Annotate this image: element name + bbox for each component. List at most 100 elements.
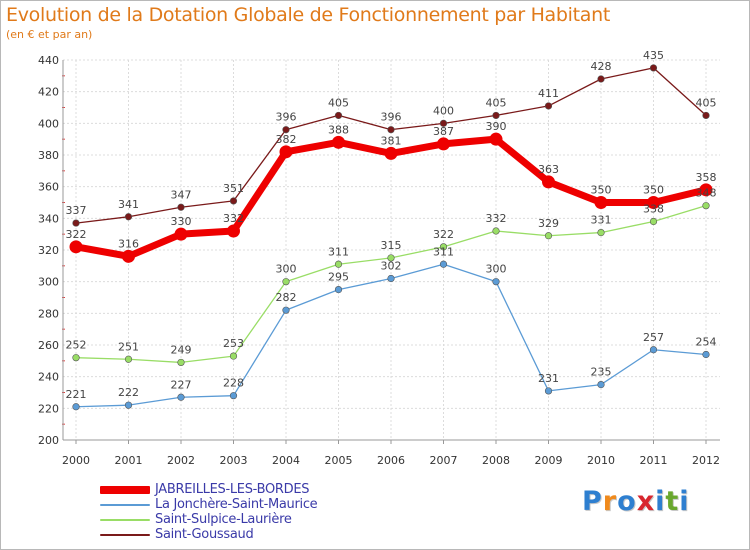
data-point-saint-goussaud: [229, 197, 238, 205]
data-label-la-jonch-re-saint-maurice: 302: [381, 260, 402, 273]
data-label-saint-sulpice-lauri-re: 338: [643, 203, 664, 216]
series-lines: [69, 64, 713, 411]
data-label-saint-sulpice-lauri-re: 332: [486, 212, 507, 225]
data-point-saint-goussaud: [702, 111, 710, 120]
data-point-saint-goussaud: [597, 75, 605, 83]
data-point-la-jonch-re-saint-maurice: [492, 278, 500, 286]
data-label-saint-goussaud: 347: [171, 188, 192, 201]
legend-label: Saint-Sulpice-Laurière: [155, 512, 292, 527]
data-point-jabreilles-les-bordes: [542, 175, 555, 189]
data-point-saint-goussaud: [492, 111, 500, 120]
data-point-saint-goussaud: [72, 219, 80, 227]
data-point-saint-sulpice-lauri-re: [334, 260, 343, 268]
data-point-saint-goussaud: [334, 111, 343, 120]
legend-label: La Jonchère-Saint-Maurice: [155, 497, 318, 512]
data-point-jabreilles-les-bordes: [279, 145, 293, 159]
data-label-jabreilles-les-bordes: 382: [276, 133, 297, 146]
y-tick-label: 300: [38, 276, 59, 289]
data-label-saint-sulpice-lauri-re: 348: [696, 187, 717, 200]
data-point-jabreilles-les-bordes: [69, 240, 83, 254]
data-point-jabreilles-les-bordes: [227, 224, 240, 238]
grid-lines: [63, 59, 720, 441]
data-label-jabreilles-les-bordes: 387: [433, 125, 454, 138]
data-point-jabreilles-les-bordes: [437, 137, 450, 151]
x-tick-label: 2000: [62, 454, 90, 467]
data-point-la-jonch-re-saint-maurice: [597, 380, 605, 389]
legend-swatch: [100, 486, 150, 494]
logo-letter: x: [636, 486, 656, 517]
y-tick-label: 400: [38, 117, 59, 130]
data-point-saint-goussaud: [439, 119, 448, 127]
logo-letter: o: [617, 486, 637, 517]
logo-letter: t: [665, 486, 680, 517]
y-tick-label: 240: [38, 371, 59, 384]
chart-title: Evolution de la Dotation Globale de Fonc…: [6, 4, 611, 26]
data-label-saint-goussaud: 405: [696, 96, 717, 109]
data-label-la-jonch-re-saint-maurice: 222: [118, 386, 139, 399]
data-point-jabreilles-les-bordes: [489, 132, 503, 146]
data-label-saint-goussaud: 396: [276, 111, 297, 124]
data-label-jabreilles-les-bordes: 388: [328, 123, 349, 136]
data-label-saint-goussaud: 337: [66, 204, 87, 217]
data-label-saint-sulpice-lauri-re: 252: [66, 339, 87, 352]
legend-label: JABREILLES-LES-BORDES: [155, 482, 310, 497]
logo-letter: P: [582, 486, 603, 517]
data-label-saint-sulpice-lauri-re: 329: [538, 217, 559, 230]
data-point-la-jonch-re-saint-maurice: [72, 403, 80, 411]
data-label-saint-goussaud: 405: [328, 96, 349, 109]
logo-letter: i: [655, 486, 666, 517]
data-label-la-jonch-re-saint-maurice: 231: [538, 372, 559, 385]
data-point-saint-sulpice-lauri-re: [649, 217, 658, 226]
data-point-jabreilles-les-bordes: [647, 196, 660, 209]
data-label-la-jonch-re-saint-maurice: 227: [171, 378, 192, 391]
x-tick-label: 2001: [115, 454, 143, 467]
x-tick-label: 2008: [482, 454, 510, 467]
y-tick-label: 320: [38, 244, 59, 257]
data-point-la-jonch-re-saint-maurice: [229, 392, 238, 400]
data-point-saint-goussaud: [544, 102, 553, 110]
data-point-saint-goussaud: [177, 203, 185, 211]
x-tick-label: 2004: [272, 454, 300, 467]
x-tick-label: 2011: [640, 454, 668, 467]
data-label-saint-goussaud: 428: [591, 60, 612, 73]
data-point-saint-goussaud: [282, 126, 290, 134]
data-label-la-jonch-re-saint-maurice: 300: [486, 263, 507, 276]
data-point-jabreilles-les-bordes: [122, 249, 135, 263]
data-label-la-jonch-re-saint-maurice: 311: [433, 245, 454, 258]
data-point-saint-goussaud: [649, 64, 658, 72]
x-tick-label: 2006: [377, 454, 405, 467]
y-tick-label: 340: [38, 212, 59, 225]
data-point-saint-goussaud: [387, 126, 395, 134]
data-point-la-jonch-re-saint-maurice: [124, 401, 133, 409]
data-point-jabreilles-les-bordes: [594, 196, 608, 209]
data-point-saint-sulpice-lauri-re: [387, 254, 395, 262]
data-label-saint-sulpice-lauri-re: 300: [276, 263, 297, 276]
data-label-jabreilles-les-bordes: 350: [591, 184, 612, 197]
data-label-la-jonch-re-saint-maurice: 235: [591, 366, 612, 379]
x-tick-label: 2012: [692, 454, 720, 467]
data-label-saint-goussaud: 396: [381, 111, 402, 124]
data-point-la-jonch-re-saint-maurice: [177, 393, 185, 401]
x-tick-label: 2003: [220, 454, 248, 467]
data-point-jabreilles-les-bordes: [699, 183, 713, 197]
line-chart: 200 220 240 260 280 300 320 340 360 380 400 420 440 2…: [38, 49, 720, 467]
logo-letter: i: [679, 486, 690, 517]
y-tick-label: 420: [38, 86, 59, 99]
proxiti-logo: Proxiti: [582, 486, 690, 517]
data-label-saint-sulpice-lauri-re: 253: [223, 337, 244, 350]
y-tick-label: 280: [38, 307, 59, 320]
data-label-saint-goussaud: 400: [433, 104, 454, 117]
data-label-jabreilles-les-bordes: 316: [118, 237, 139, 250]
data-point-saint-sulpice-lauri-re: [124, 355, 133, 363]
data-label-la-jonch-re-saint-maurice: 228: [223, 377, 244, 390]
data-point-la-jonch-re-saint-maurice: [387, 274, 395, 283]
data-point-la-jonch-re-saint-maurice: [544, 387, 553, 395]
data-point-saint-sulpice-lauri-re: [72, 354, 80, 362]
data-label-saint-goussaud: 411: [538, 87, 559, 100]
y-tick-label: 360: [38, 181, 59, 194]
data-point-la-jonch-re-saint-maurice: [702, 350, 710, 359]
data-point-la-jonch-re-saint-maurice: [334, 285, 343, 294]
data-point-saint-sulpice-lauri-re: [492, 227, 500, 235]
legend-label: Saint-Goussaud: [155, 527, 254, 542]
data-label-la-jonch-re-saint-maurice: 295: [328, 271, 349, 284]
